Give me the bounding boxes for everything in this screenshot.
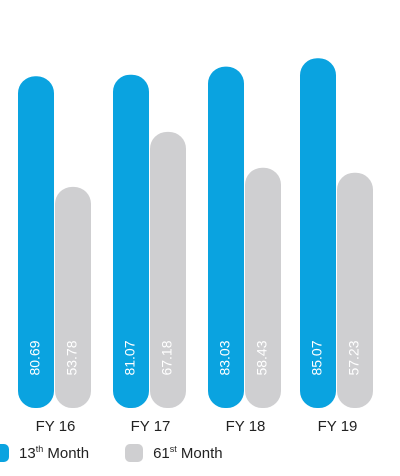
x-tick-label-fy-16: FY 16 xyxy=(36,418,76,435)
legend-label-61st-month: 61st Month xyxy=(153,444,223,462)
data-label-61st-month-fy-18: 58.43 xyxy=(254,340,270,375)
chart-legend: 13th Month 61st Month xyxy=(0,443,259,463)
data-label-13th-month-fy-18: 83.03 xyxy=(217,340,233,375)
data-label-13th-month-fy-16: 80.69 xyxy=(27,340,43,375)
data-label-61st-month-fy-16: 53.78 xyxy=(64,340,80,375)
bar-61st-month-fy-19 xyxy=(337,172,373,408)
data-label-61st-month-fy-17: 67.18 xyxy=(159,340,175,375)
bar-13th-month-fy-18 xyxy=(208,66,244,408)
x-tick-label-fy-17: FY 17 xyxy=(131,418,171,435)
bar-13th-month-fy-17 xyxy=(113,74,149,408)
legend-item-61st-month: 61st Month xyxy=(125,444,223,462)
legend-swatch-13th-month xyxy=(0,444,9,462)
bar-13th-month-fy-19 xyxy=(300,58,336,409)
legend-label-13th-month: 13th Month xyxy=(19,444,90,462)
bar-61st-month-fy-17 xyxy=(150,131,186,408)
data-label-61st-month-fy-19: 57.23 xyxy=(346,340,362,375)
bar-13th-month-fy-16 xyxy=(18,76,54,408)
x-tick-label-fy-18: FY 18 xyxy=(226,418,266,435)
bar-61st-month-fy-18 xyxy=(245,167,281,408)
data-label-13th-month-fy-19: 85.07 xyxy=(309,340,325,375)
bar-61st-month-fy-16 xyxy=(55,186,91,408)
x-tick-label-fy-19: FY 19 xyxy=(318,418,358,435)
legend-item-13th-month: 13th Month xyxy=(0,444,89,462)
data-label-13th-month-fy-17: 81.07 xyxy=(122,340,138,375)
legend-swatch-61st-month xyxy=(125,444,144,462)
